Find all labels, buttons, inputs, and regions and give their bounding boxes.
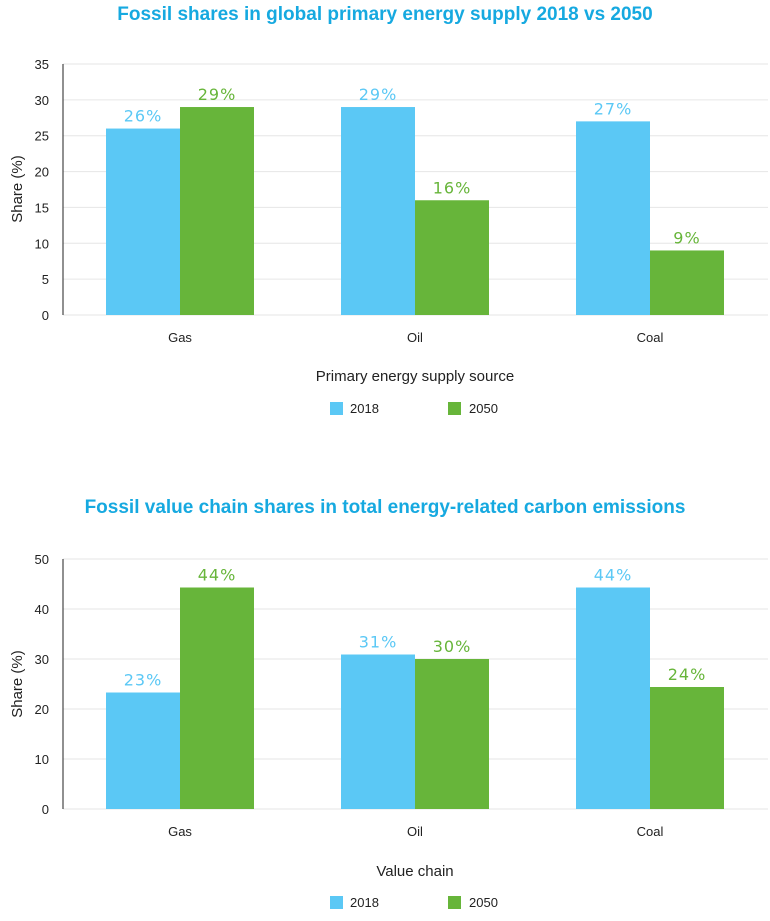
bar-oil-2018 [341,107,415,316]
y-tick-label: 25 [35,129,49,144]
data-label-gas-2050: 44% [198,566,237,585]
chart-2-x-axis-title: Value chain [376,863,453,880]
chart-1-legend-label-2018: 2018 [350,401,379,416]
y-tick-label: 40 [35,602,49,617]
chart-2-title: Fossil value chain shares in total energ… [85,497,686,518]
y-tick-label: 20 [35,165,49,180]
bar-gas-2050 [180,587,254,809]
chart-1-x-axis-title: Primary energy supply source [316,368,514,385]
bar-coal-2050 [650,687,724,809]
chart-1-x-ticks: Gas Oil Coal [168,330,663,345]
data-label-oil-2018: 29% [359,85,398,104]
chart-1-legend-label-2050: 2050 [469,401,498,416]
chart-2-y-ticks: 0 10 20 30 40 50 [35,552,49,817]
data-label-gas-2018: 23% [124,671,163,690]
bar-oil-2050 [415,200,489,315]
chart-2-y-axis-title: Share (%) [9,650,26,718]
chart-1-data-labels: 26% 29% 29% 16% 27% 9% [124,85,700,247]
bar-coal-2018 [576,121,650,315]
x-tick-label-oil: Oil [407,824,423,839]
chart-1-title: Fossil shares in global primary energy s… [117,4,652,25]
chart-1: Fossil shares in global primary energy s… [9,4,768,416]
chart-2: Fossil value chain shares in total energ… [9,497,768,910]
y-tick-label: 15 [35,200,49,215]
chart-2-x-ticks: Gas Oil Coal [168,824,663,839]
chart-2-legend: 2018 2050 [330,895,498,910]
y-tick-label: 30 [35,652,49,667]
data-label-coal-2050: 9% [673,228,700,247]
bar-coal-2018 [576,587,650,809]
y-tick-label: 30 [35,93,49,108]
chart-1-bars [106,107,724,316]
x-tick-label-coal: Coal [637,824,664,839]
data-label-oil-2018: 31% [359,633,398,652]
data-label-coal-2018: 27% [594,99,633,118]
chart-2-legend-swatch-2018 [330,896,343,909]
chart-1-legend-swatch-2018 [330,402,343,415]
y-tick-label: 0 [42,802,49,817]
data-label-gas-2050: 29% [198,85,237,104]
x-tick-label-coal: Coal [637,330,664,345]
y-tick-label: 20 [35,702,49,717]
bar-oil-2018 [341,654,415,809]
bar-gas-2018 [106,128,180,315]
data-label-oil-2050: 16% [433,178,472,197]
y-tick-label: 50 [35,552,49,567]
bar-gas-2018 [106,692,180,809]
bar-gas-2050 [180,107,254,316]
data-label-coal-2018: 44% [594,566,633,585]
x-tick-label-gas: Gas [168,330,192,345]
y-tick-label: 10 [35,236,49,251]
data-label-coal-2050: 24% [668,665,707,684]
chart-2-data-labels: 23% 44% 31% 30% 44% 24% [124,566,707,690]
data-label-gas-2018: 26% [124,107,163,126]
bar-oil-2050 [415,659,489,809]
y-tick-label: 10 [35,752,49,767]
chart-2-legend-label-2018: 2018 [350,895,379,910]
chart-1-legend: 2018 2050 [330,401,498,416]
chart-2-legend-label-2050: 2050 [469,895,498,910]
x-tick-label-oil: Oil [407,330,423,345]
chart-1-legend-swatch-2050 [448,402,461,415]
x-tick-label-gas: Gas [168,824,192,839]
chart-2-legend-swatch-2050 [448,896,461,909]
chart-2-bars [106,587,724,809]
chart-1-y-axis-title: Share (%) [9,155,26,223]
y-tick-label: 35 [35,57,49,72]
y-tick-label: 5 [42,272,49,287]
chart-1-y-ticks: 0 5 10 15 20 25 30 35 [35,57,49,323]
data-label-oil-2050: 30% [433,637,472,656]
bar-coal-2050 [650,250,724,315]
y-tick-label: 0 [42,308,49,323]
